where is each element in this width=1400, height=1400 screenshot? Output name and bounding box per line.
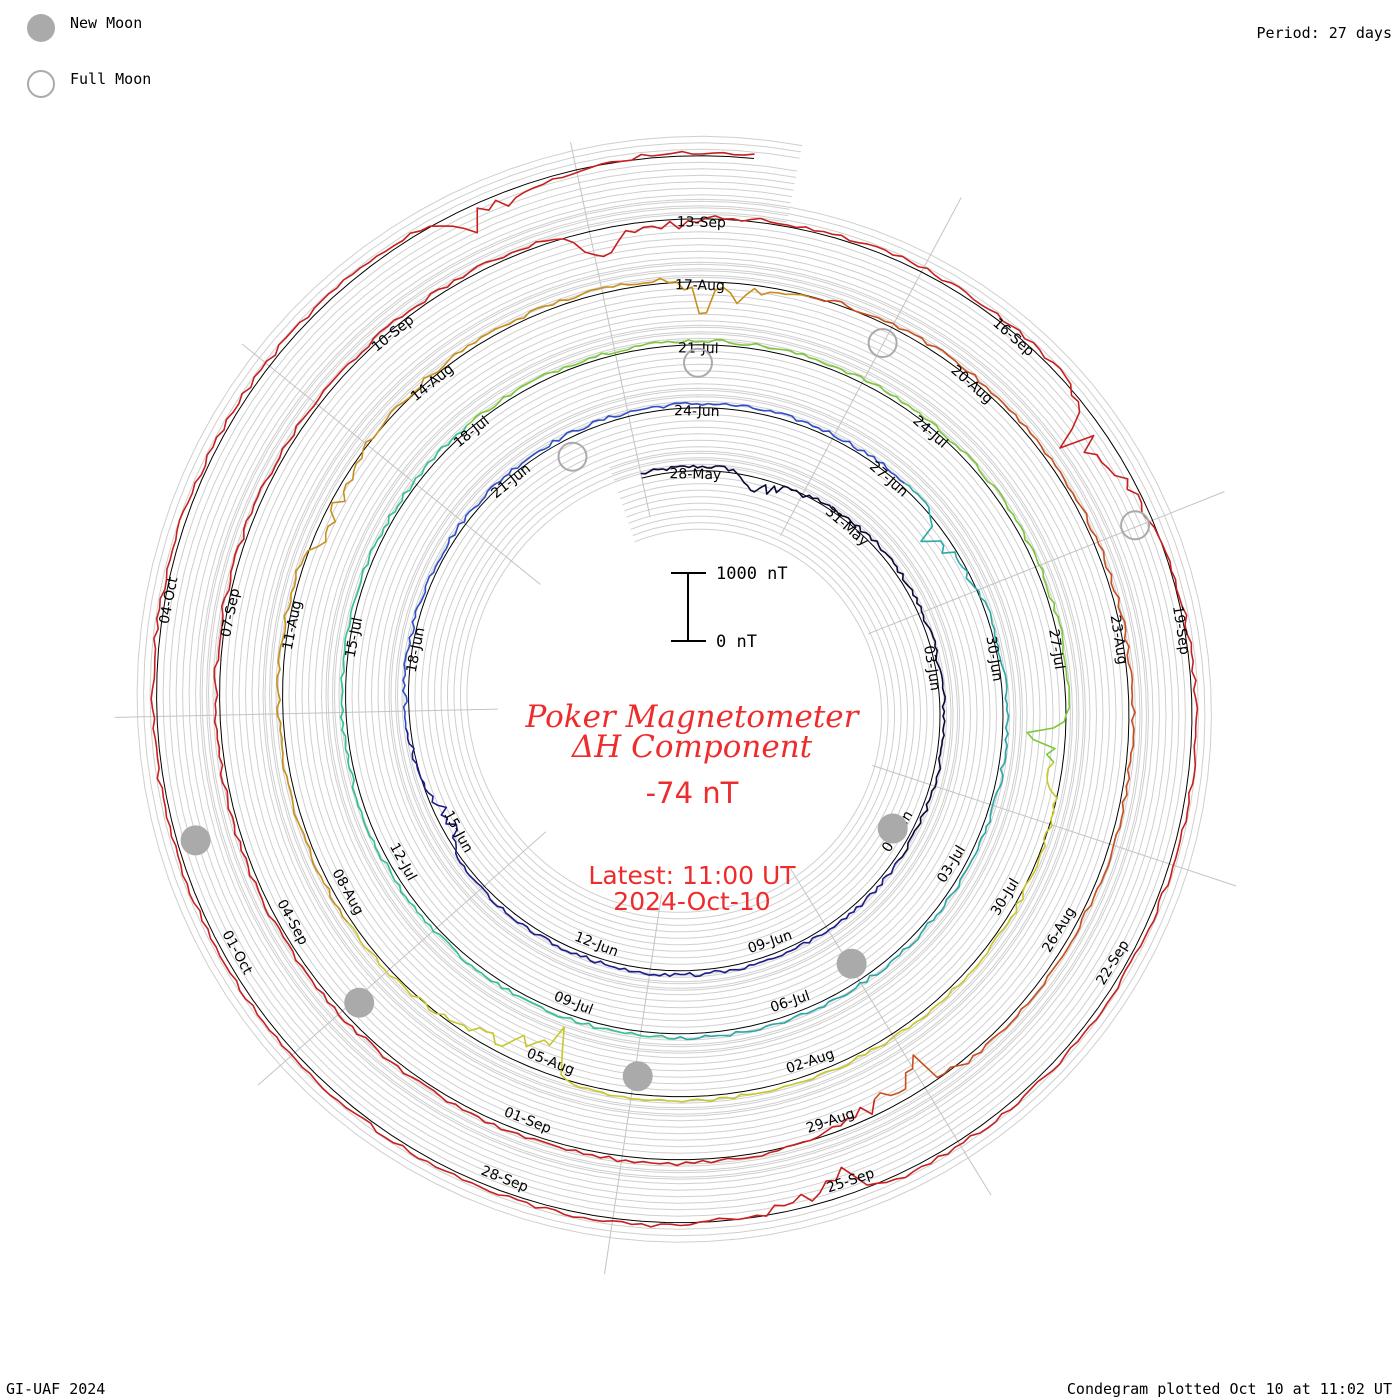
date-tick-label: 01-Sep xyxy=(502,1104,554,1137)
date-tick-label: 15-Jul xyxy=(343,616,367,659)
grid-spiral-line xyxy=(188,187,1161,1191)
grid-spiral-line xyxy=(162,161,1186,1217)
date-tick-label: 16-Sep xyxy=(989,315,1037,360)
chart-title-line1: Poker Magnetometer xyxy=(525,699,861,735)
date-tick-label: 03-Jun xyxy=(920,644,943,691)
new-moon-marker xyxy=(836,948,867,979)
full-moon-marker xyxy=(557,441,588,472)
date-tick-label: 01-Oct xyxy=(218,928,255,978)
grid-spiral-line xyxy=(149,148,1199,1230)
radial-gridline xyxy=(257,831,547,1086)
date-tick-label: 05-Aug xyxy=(524,1046,576,1079)
delta-h-trace xyxy=(466,338,1071,763)
date-tick-label: 15-Jun xyxy=(440,808,476,856)
full-moon-legend-icon xyxy=(27,70,55,98)
date-tick-label: 30-Jun xyxy=(983,635,1006,682)
new-moon-marker xyxy=(344,987,375,1018)
scale-bar-bottom-label: 0 nT xyxy=(716,632,757,652)
date-tick-label: 23-Aug xyxy=(1107,614,1130,666)
grid-spiral-line xyxy=(195,194,1154,1185)
radial-gridline xyxy=(780,197,962,536)
delta-h-trace xyxy=(581,150,755,172)
radial-gridline xyxy=(868,491,1225,635)
footer-credit: GI-UAF 2024 xyxy=(6,1380,106,1398)
grid-spiral-line xyxy=(169,168,1180,1211)
delta-h-trace xyxy=(640,464,946,861)
date-tick-label: 24-Jun xyxy=(674,403,720,420)
radial-gridline xyxy=(872,764,1237,887)
chart-title-line2: ΔH Component xyxy=(571,729,813,765)
full-moon-legend-label: Full Moon xyxy=(70,70,152,88)
new-moon-legend-label: New Moon xyxy=(70,14,143,32)
radial-gridline xyxy=(790,868,992,1196)
date-tick-label: 19-Sep xyxy=(1169,605,1192,656)
delta-h-trace xyxy=(674,482,1010,1041)
date-tick-label: 09-Jul xyxy=(552,989,596,1019)
date-tick-label: 20-Aug xyxy=(948,362,996,407)
radial-gridline xyxy=(570,141,651,518)
scale-bar xyxy=(671,572,706,642)
radial-gridline xyxy=(114,708,499,718)
latest-date: 2024-Oct-10 xyxy=(613,887,770,916)
delta-h-trace xyxy=(404,727,899,978)
reference-spiral xyxy=(156,155,1193,1224)
full-moon-marker xyxy=(867,328,898,358)
data-traces xyxy=(150,150,1199,1228)
grid-spiral-line xyxy=(201,200,1148,1178)
scale-bar-top-label: 1000 nT xyxy=(716,564,788,584)
delta-h-trace xyxy=(809,296,1136,1101)
radial-lines xyxy=(114,141,1237,1275)
date-tick-label: 25-Sep xyxy=(825,1165,877,1196)
moon-markers xyxy=(180,328,1151,1092)
grid-spiral-line xyxy=(175,174,1174,1204)
delta-h-trace xyxy=(427,543,1199,1228)
new-moon-legend-icon xyxy=(27,14,55,42)
date-tick-label: 17-Aug xyxy=(675,277,725,294)
new-moon-marker xyxy=(180,825,211,856)
radial-gridline xyxy=(241,343,541,585)
new-moon-marker xyxy=(622,1061,653,1092)
delta-h-trace xyxy=(251,215,1164,545)
current-value: -74 nT xyxy=(646,776,739,810)
date-tick-label: 14-Aug xyxy=(408,361,457,405)
delta-h-trace xyxy=(213,512,876,1167)
full-moon-marker xyxy=(1120,510,1151,541)
date-tick-label: 18-Jun xyxy=(404,626,429,674)
date-tick-label: 28-May xyxy=(669,466,721,483)
delta-h-trace xyxy=(150,169,582,1163)
delta-h-trace xyxy=(347,761,1058,1103)
footer-plot-time: Condegram plotted Oct 10 at 11:02 UT xyxy=(1066,1380,1392,1398)
full-moon-marker xyxy=(683,347,713,378)
delta-h-trace xyxy=(402,401,905,729)
date-tick-label: 13-Sep xyxy=(676,214,726,231)
period-label: Period: 27 days xyxy=(1256,24,1392,42)
grid-spiral-line xyxy=(182,181,1167,1198)
new-moon-marker xyxy=(877,813,908,844)
delta-h-trace xyxy=(276,277,810,923)
grid-spiral-line xyxy=(143,142,1206,1237)
date-tick-label: 27-Jul xyxy=(1045,628,1067,671)
grid-spiral-line xyxy=(207,207,1141,1172)
latest-time: Latest: 11:00 UT xyxy=(588,861,796,890)
spiral-grid xyxy=(136,135,1212,1243)
baseline-spiral xyxy=(156,155,1193,1224)
grid-spiral-line xyxy=(136,135,1212,1243)
delta-h-trace xyxy=(339,425,675,1040)
